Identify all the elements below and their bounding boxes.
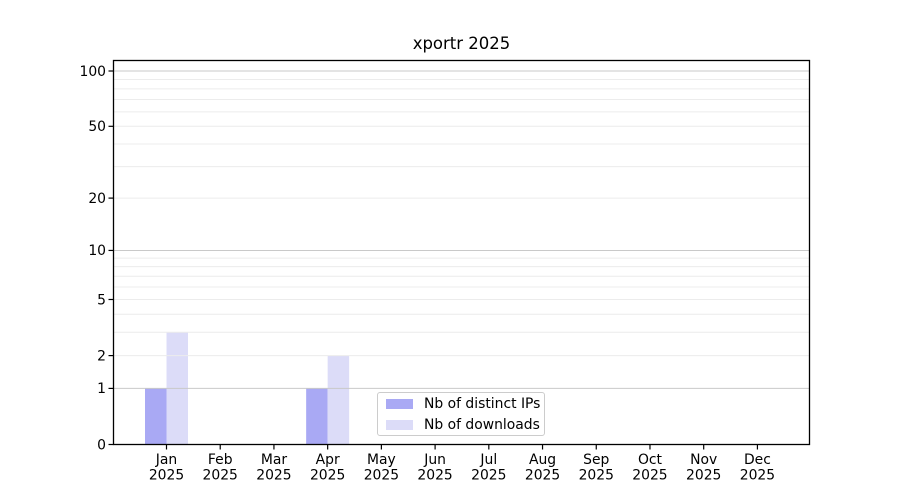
x-tick-label-year: 2025 [632, 467, 667, 483]
x-tick-label-month: Sep [583, 452, 609, 468]
x-tick-label-month: Jan [155, 452, 177, 468]
x-tick-label-month: Mar [261, 452, 287, 468]
bar-nb-of-downloads-apr [327, 355, 350, 445]
x-tick-label-year: 2025 [525, 467, 560, 483]
y-tick-label: 50 [88, 119, 106, 135]
x-tick-label-month: Jul [479, 452, 497, 468]
legend-label-downloads: Nb of downloads [424, 416, 540, 433]
x-tick-label-year: 2025 [471, 467, 506, 483]
x-tick-label-year: 2025 [310, 467, 345, 483]
x-tick-label-month: May [367, 452, 396, 468]
bar-nb-of-distinct-ips-apr [306, 388, 328, 445]
y-tick-label: 10 [88, 243, 106, 259]
x-tick-label-month: Aug [529, 452, 556, 468]
legend-label-distinct-ips: Nb of distinct IPs [424, 395, 541, 412]
legend-item-distinct-ips: Nb of distinct IPs [386, 396, 540, 412]
x-tick-label-month: Jun [423, 452, 446, 468]
x-tick-label-year: 2025 [579, 467, 614, 483]
x-tick-label-month: Dec [744, 452, 771, 468]
x-tick-label-month: Oct [638, 452, 663, 468]
chart-title: xportr 2025 [412, 34, 511, 53]
x-tick-label-year: 2025 [417, 467, 452, 483]
x-tick-label-year: 2025 [740, 467, 775, 483]
x-tick-label-year: 2025 [203, 467, 238, 483]
x-tick-label-year: 2025 [686, 467, 721, 483]
axes-box [112, 59, 811, 446]
y-tick-label: 0 [97, 437, 106, 453]
x-tick-label-month: Nov [690, 452, 717, 468]
x-tick-label-month: Feb [208, 452, 233, 468]
legend-item-downloads: Nb of downloads [386, 417, 540, 433]
x-tick-label-month: Apr [316, 452, 340, 468]
x-tick-label-year: 2025 [364, 467, 399, 483]
bar-nb-of-distinct-ips-jan [145, 388, 167, 445]
legend-swatch-distinct-ips [386, 398, 413, 409]
x-tick-label-year: 2025 [149, 467, 184, 483]
y-tick-label: 1 [97, 381, 106, 397]
y-tick-label: 20 [88, 191, 106, 207]
y-tick-label: 2 [97, 348, 106, 364]
legend-swatch-downloads [386, 419, 413, 430]
y-tick-label: 5 [97, 292, 106, 308]
x-tick-label-year: 2025 [256, 467, 291, 483]
y-tick-label: 100 [79, 64, 106, 80]
legend: Nb of distinct IPs Nb of downloads [377, 392, 545, 436]
